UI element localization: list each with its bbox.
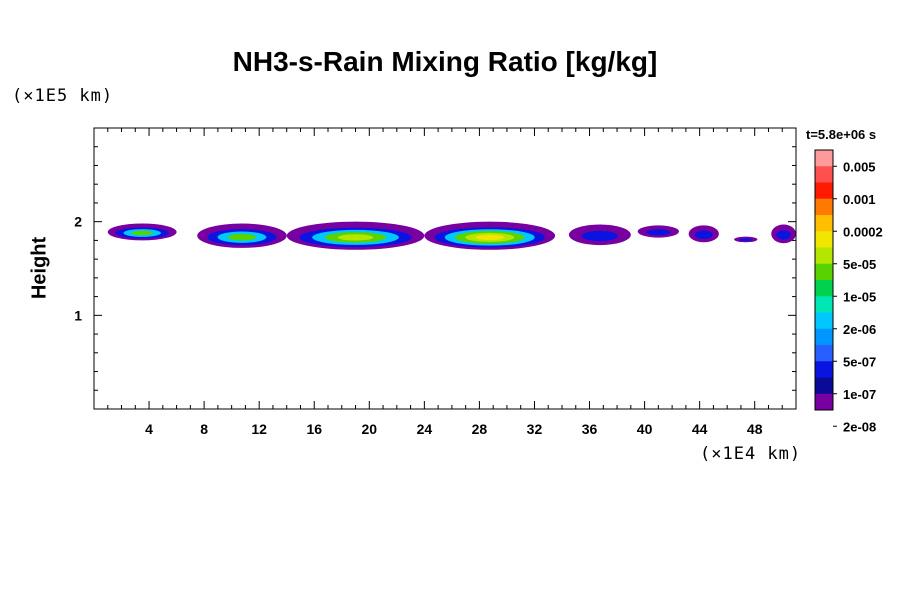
colorbar-label: 1e-07 [843, 387, 876, 402]
x-tick-label: 12 [251, 421, 267, 437]
contour-level-1 [646, 229, 671, 236]
colorbar-label: 2e-08 [843, 419, 876, 434]
contour-level-1 [581, 230, 618, 242]
colorbar-label: 5e-05 [843, 257, 876, 272]
x-tick-label: 32 [527, 421, 543, 437]
x-tick-label: 16 [306, 421, 322, 437]
x-tick-label: 48 [747, 421, 763, 437]
contour-level-5 [475, 234, 505, 241]
colorbar-label: 0.005 [843, 159, 876, 174]
colorbar-swatch [815, 215, 833, 232]
colorbar-label: 0.001 [843, 192, 876, 207]
colorbar-swatch [815, 150, 833, 167]
colorbar-label: 2e-06 [843, 322, 876, 337]
contour-blob-3 [424, 221, 556, 250]
x-tick-label: 28 [472, 421, 488, 437]
chart-title: NH3-s-Rain Mixing Ratio [kg/kg] [232, 46, 658, 77]
y-tick-label: 1 [74, 307, 82, 323]
contour-level-3 [227, 233, 257, 241]
time-label: t=5.8e+06 s [806, 127, 877, 142]
contour-blob-7 [734, 236, 758, 243]
colorbar-swatch [815, 345, 833, 362]
contour-level-1 [694, 230, 713, 240]
colorbar-swatch [815, 280, 833, 297]
colorbar-swatch [815, 182, 833, 200]
contour-level-1 [776, 230, 791, 240]
x-tick-label: 8 [200, 421, 208, 437]
y-tick-label: 2 [74, 214, 82, 230]
x-tick-label: 40 [637, 421, 653, 437]
x-tick-label: 36 [582, 421, 598, 437]
contour-blob-4 [568, 224, 631, 246]
contour-blob-2 [286, 221, 425, 250]
colorbar-label: 1e-05 [843, 289, 876, 304]
colorbar-label: 0.0002 [843, 224, 883, 239]
contour-blob-8 [771, 224, 796, 244]
colorbar-label: 5e-07 [843, 354, 876, 369]
x-tick-label: 44 [692, 421, 708, 437]
contour-blob-6 [688, 225, 719, 243]
colorbar-swatch [815, 377, 833, 395]
contour-blob-5 [637, 225, 680, 238]
colorbar-swatch [815, 198, 833, 216]
contour-level-4 [337, 234, 374, 241]
colorbar-swatch [815, 312, 833, 330]
plot-field [107, 221, 796, 250]
colorbar-swatch [815, 328, 833, 346]
colorbar-swatch [815, 263, 833, 281]
x-tick-label: 24 [417, 421, 433, 437]
plot-frame [93, 127, 797, 410]
colorbar-swatch [815, 296, 833, 313]
colorbar-swatch [815, 361, 833, 378]
colorbar-swatch [815, 231, 833, 248]
contour-blob-1 [197, 223, 287, 248]
colorbar-swatch [815, 247, 833, 265]
y-axis-unit: (×1E5 km) [12, 86, 114, 106]
colorbar-swatch [815, 393, 833, 411]
x-tick-label: 4 [145, 421, 153, 437]
contour-level-3 [131, 230, 154, 236]
colorbar-frame [814, 149, 834, 411]
contour-level-1 [738, 238, 753, 242]
x-tick-label: 20 [362, 421, 378, 437]
x-axis-unit: (×1E4 km) [700, 444, 802, 464]
colorbar-swatch [815, 166, 833, 183]
contour-blob-0 [107, 223, 177, 241]
colorbar: 0.005 0.001 0.0002 5e-05 1e-05 2e-06 5e-07 1e-0… [814, 149, 883, 434]
